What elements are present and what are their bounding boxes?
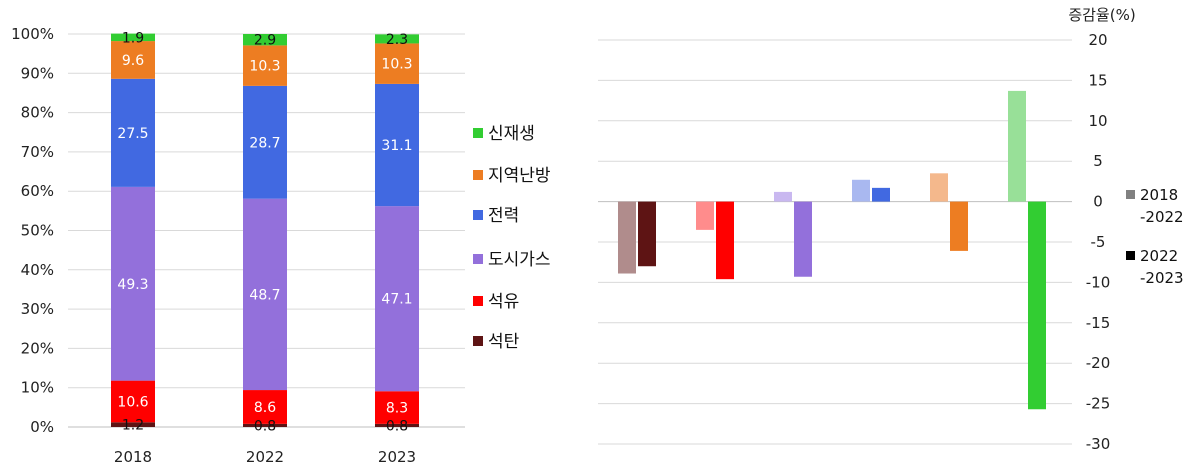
legend-label: 석유	[488, 292, 519, 312]
y-axis-title: 증감율(%)	[1068, 6, 1135, 24]
change-bar	[872, 187, 890, 202]
y-tick-label: 100%	[11, 25, 54, 43]
bar-segment	[375, 43, 419, 84]
legend-label: -2023	[1140, 269, 1184, 287]
legend-swatch	[1126, 190, 1135, 199]
change-bar	[930, 173, 948, 202]
data-label: 10.3	[249, 59, 280, 75]
y-tick-label: -20	[1086, 354, 1111, 372]
bar-segment	[243, 423, 287, 427]
change-bar	[774, 191, 792, 202]
legend-label: 2022	[1140, 247, 1178, 265]
bar-segment	[111, 41, 155, 79]
change-bar	[618, 201, 636, 274]
bar-segment	[375, 83, 419, 207]
data-label: 9.6	[122, 53, 144, 69]
bar-segment	[111, 78, 155, 187]
bar-segment	[375, 423, 419, 427]
y-tick-label: 20	[1088, 31, 1107, 49]
bar-segment	[243, 390, 287, 424]
data-label: 49.3	[117, 277, 148, 293]
data-label: 10.3	[381, 57, 412, 73]
bar-segment	[375, 34, 419, 44]
bar-segment	[243, 34, 287, 46]
y-tick-label: 15	[1088, 71, 1107, 89]
bar-segment	[243, 45, 287, 86]
legend-label: 신재생	[488, 124, 535, 144]
legend-label: 전력	[488, 206, 519, 226]
y-tick-label: 20%	[21, 339, 54, 357]
legend-swatch	[473, 128, 483, 138]
legend-swatch	[473, 336, 483, 346]
y-tick-label: 50%	[21, 222, 54, 240]
legend-label: 석탄	[488, 332, 520, 352]
y-tick-label: 5	[1093, 152, 1103, 170]
legend-label: 지역난방	[488, 166, 551, 186]
y-tick-label: -10	[1086, 273, 1111, 291]
y-tick-label: 10	[1088, 112, 1107, 130]
data-label: 28.7	[249, 135, 280, 151]
y-tick-label: -5	[1091, 233, 1106, 251]
y-tick-label: 70%	[21, 143, 54, 161]
bar-segment	[375, 391, 419, 424]
y-tick-label: -25	[1086, 395, 1111, 413]
data-label: 1.9	[122, 30, 144, 46]
y-tick-label: -15	[1086, 314, 1111, 332]
legend-swatch	[473, 254, 483, 264]
legend-label: 2018	[1140, 186, 1178, 204]
bar-segment	[111, 33, 155, 42]
y-tick-label: 10%	[21, 379, 54, 397]
y-tick-label: 60%	[21, 182, 54, 200]
legend-swatch	[473, 296, 483, 306]
bar-segment	[375, 206, 419, 392]
stacked-share-chart: 0% 10% 20% 30% 40% 50% 60% 70% 80% 90% 100% 1.2 10.6…	[11, 25, 465, 466]
x-tick-label: 2022	[246, 448, 284, 466]
legend-swatch	[473, 170, 483, 180]
legend-swatch	[473, 210, 483, 220]
change-bar	[950, 201, 968, 251]
data-label: 0.8	[386, 418, 408, 434]
bar-segment	[111, 186, 155, 381]
bar-segment	[111, 422, 155, 427]
change-bar	[696, 201, 714, 230]
x-tick-label: 2018	[114, 448, 152, 466]
change-bar	[852, 179, 870, 202]
data-label: 47.1	[381, 292, 412, 308]
bar-segment	[243, 198, 287, 391]
data-label: 27.5	[117, 126, 148, 142]
y-tick-label: -30	[1086, 435, 1111, 453]
bar-segment	[111, 380, 155, 423]
legend-label: -2022	[1140, 208, 1184, 226]
data-label: 2.9	[254, 33, 276, 49]
bar-segment	[243, 85, 287, 199]
data-label: 10.6	[117, 394, 148, 410]
x-tick-label: 2023	[378, 448, 416, 466]
data-label: 0.8	[254, 418, 276, 434]
legend-swatch	[1126, 251, 1135, 260]
change-bar	[794, 201, 812, 277]
change-rate-chart: 증감율(%) 20 15 10 5 0 -5 -10 -15 -20 -25 -30	[598, 6, 1136, 453]
y-tick-label: 0	[1093, 193, 1103, 211]
data-label: 2.3	[386, 32, 408, 48]
change-bar	[1028, 201, 1046, 410]
legend-label: 도시가스	[488, 250, 551, 270]
right-legend: 2018 -2022 2022 -2023	[1126, 186, 1184, 287]
change-bar	[1008, 90, 1026, 202]
y-tick-label: 0%	[30, 418, 54, 436]
y-tick-label: 80%	[21, 104, 54, 122]
y-tick-label: 40%	[21, 261, 54, 279]
data-label: 31.1	[381, 138, 412, 154]
data-label: 8.3	[386, 401, 408, 417]
change-bar	[716, 201, 734, 280]
y-tick-label: 30%	[21, 300, 54, 318]
data-label: 48.7	[249, 287, 280, 303]
change-bar	[638, 201, 656, 267]
data-label: 8.6	[254, 400, 276, 416]
data-label: 1.2	[122, 418, 144, 434]
y-tick-label: 90%	[21, 64, 54, 82]
